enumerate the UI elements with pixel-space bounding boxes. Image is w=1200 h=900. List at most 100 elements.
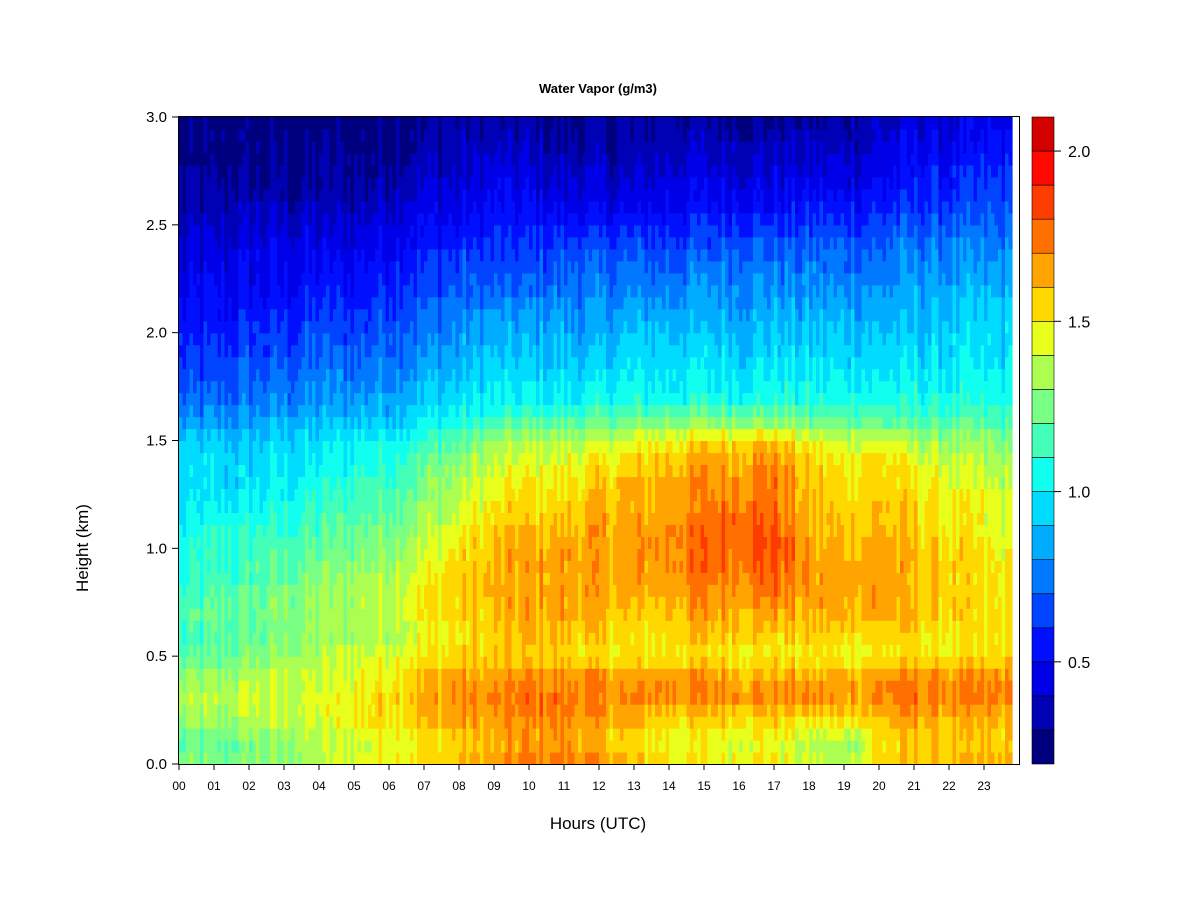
heatmap-cell — [487, 620, 492, 633]
heatmap-cell — [644, 548, 649, 561]
heatmap-cell — [893, 584, 898, 597]
heatmap-cell — [872, 584, 877, 597]
heatmap-cell — [424, 572, 429, 585]
heatmap-cell — [623, 680, 628, 693]
heatmap-cell — [221, 560, 226, 573]
heatmap-cell — [469, 752, 474, 765]
heatmap-cell — [739, 560, 744, 573]
heatmap-cell — [655, 716, 660, 729]
heatmap-cell — [893, 560, 898, 573]
heatmap-cell — [210, 668, 215, 681]
heatmap-cell — [396, 548, 401, 561]
heatmap-cell — [623, 512, 628, 525]
heatmap-cell — [938, 608, 943, 621]
heatmap-cell — [935, 668, 940, 681]
heatmap-cell — [882, 572, 887, 585]
heatmap-cell — [693, 656, 698, 669]
heatmap-cell — [945, 692, 950, 705]
heatmap-cell — [672, 656, 677, 669]
heatmap-cell — [872, 668, 877, 681]
heatmap-cell — [760, 740, 765, 753]
heatmap-cell — [662, 620, 667, 633]
heatmap-cell — [700, 596, 705, 609]
heatmap-cell — [840, 608, 845, 621]
heatmap-cell — [333, 584, 338, 597]
heatmap-cell — [676, 572, 681, 585]
heatmap-cell — [672, 572, 677, 585]
heatmap-cell — [781, 584, 786, 597]
heatmap-cell — [459, 608, 464, 621]
heatmap-cell — [539, 620, 544, 633]
heatmap-cell — [616, 572, 621, 585]
heatmap-cell — [340, 596, 345, 609]
heatmap-cell — [392, 560, 397, 573]
heatmap-cell — [224, 548, 229, 561]
heatmap-cell — [581, 704, 586, 717]
heatmap-cell — [749, 656, 754, 669]
heatmap-cell — [196, 596, 201, 609]
heatmap-cell — [847, 716, 852, 729]
heatmap-cell — [284, 512, 289, 525]
heatmap-cell — [336, 680, 341, 693]
heatmap-cell — [634, 644, 639, 657]
heatmap-cell — [410, 548, 415, 561]
heatmap-cell — [413, 680, 418, 693]
heatmap-cell — [413, 656, 418, 669]
heatmap-cell — [648, 692, 653, 705]
heatmap-cell — [998, 512, 1003, 525]
heatmap-cell — [833, 608, 838, 621]
heatmap-cell — [308, 680, 313, 693]
heatmap-cell — [655, 680, 660, 693]
heatmap-cell — [196, 608, 201, 621]
heatmap-cell — [294, 668, 299, 681]
heatmap-cell — [322, 620, 327, 633]
heatmap-cell — [252, 644, 257, 657]
heatmap-cell — [469, 584, 474, 597]
heatmap-cell — [371, 608, 376, 621]
heatmap-cell — [809, 728, 814, 741]
heatmap-cell — [595, 728, 600, 741]
heatmap-cell — [655, 632, 660, 645]
heatmap-cell — [441, 596, 446, 609]
heatmap-cell — [525, 560, 530, 573]
heatmap-cell — [263, 548, 268, 561]
heatmap-cell — [756, 644, 761, 657]
heatmap-cell — [235, 512, 240, 525]
heatmap-cell — [326, 668, 331, 681]
heatmap-cell — [707, 608, 712, 621]
heatmap-cell — [410, 752, 415, 765]
heatmap-cell — [875, 524, 880, 537]
heatmap-cell — [224, 680, 229, 693]
heatmap-cell — [504, 668, 509, 681]
heatmap-cell — [235, 728, 240, 741]
heatmap-cell — [266, 752, 271, 765]
heatmap-cell — [389, 656, 394, 669]
heatmap-cell — [910, 668, 915, 681]
heatmap-cell — [809, 668, 814, 681]
heatmap-cell — [203, 620, 208, 633]
heatmap-cell — [525, 548, 530, 561]
heatmap-cell — [882, 728, 887, 741]
heatmap-cell — [515, 668, 520, 681]
heatmap-cell — [858, 704, 863, 717]
heatmap-cell — [798, 680, 803, 693]
heatmap-cell — [550, 752, 555, 765]
heatmap-cell — [861, 608, 866, 621]
heatmap-cell — [644, 704, 649, 717]
heatmap-cell — [714, 596, 719, 609]
heatmap-cell — [406, 632, 411, 645]
heatmap-cell — [532, 572, 537, 585]
heatmap-cell — [728, 536, 733, 549]
heatmap-cell — [704, 668, 709, 681]
heatmap-cell — [305, 740, 310, 753]
heatmap-cell — [343, 644, 348, 657]
heatmap-cell — [529, 548, 534, 561]
heatmap-cell — [270, 740, 275, 753]
heatmap-cell — [214, 752, 219, 765]
heatmap-cell — [280, 620, 285, 633]
heatmap-cell — [662, 680, 667, 693]
heatmap-cell — [287, 584, 292, 597]
heatmap-cell — [693, 572, 698, 585]
heatmap-cell — [245, 692, 250, 705]
heatmap-cell — [858, 668, 863, 681]
